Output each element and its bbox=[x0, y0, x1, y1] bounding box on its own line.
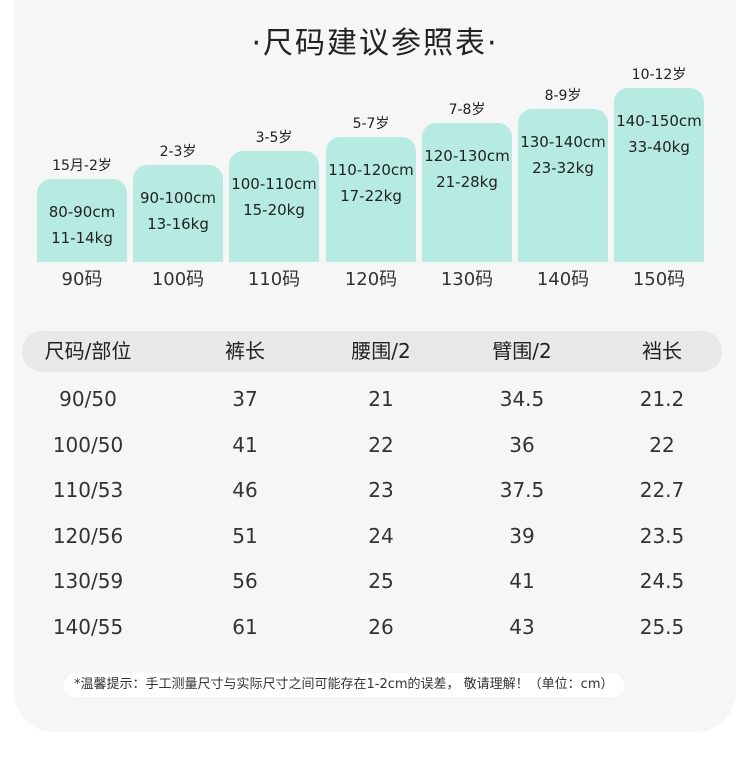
table-cell: 34.5 bbox=[499, 387, 545, 411]
size-bar-height: 100-110cm bbox=[231, 175, 317, 193]
table-row: 130/59 56 25 41 24.5 bbox=[0, 561, 750, 601]
table-cell: 36 bbox=[509, 432, 535, 457]
size-bar-age: 10-12岁 bbox=[631, 67, 687, 83]
size-code-label: 100码 bbox=[151, 269, 205, 290]
size-bar-height: 80-90cm bbox=[48, 203, 116, 221]
size-bar: 140-150cm 33-40kg bbox=[614, 88, 704, 262]
size-bar-height: 90-100cm bbox=[140, 189, 216, 207]
size-bar-height: 120-130cm bbox=[424, 147, 510, 165]
table-cell: 25.5 bbox=[639, 614, 685, 639]
size-bar: 100-110cm 15-20kg bbox=[229, 151, 319, 262]
table-cell: 25 bbox=[368, 569, 394, 593]
table-cell: 21.2 bbox=[639, 387, 685, 411]
size-code-label: 150码 bbox=[632, 269, 686, 290]
table-cell: 43 bbox=[509, 614, 535, 639]
table-header-cell: 裆长 bbox=[642, 339, 682, 363]
table-cell: 24.5 bbox=[639, 569, 685, 593]
size-bar-weight: 33-40kg bbox=[628, 138, 690, 156]
table-cell: 90/50 bbox=[59, 387, 117, 411]
table-cell: 41 bbox=[509, 569, 535, 593]
size-bar-height: 140-150cm bbox=[616, 112, 702, 130]
size-bar-age: 5-7岁 bbox=[352, 116, 390, 132]
size-bar-age: 15月-2岁 bbox=[52, 158, 112, 174]
size-bar-weight: 23-32kg bbox=[532, 159, 594, 177]
size-bar-height: 130-140cm bbox=[520, 133, 606, 151]
table-cell: 100/50 bbox=[52, 432, 124, 457]
size-bar-age: 3-5岁 bbox=[255, 130, 293, 146]
table-cell: 37.5 bbox=[499, 478, 545, 502]
table-header: 尺码/部位 裤长 腰围/2 臂围/2 裆长 bbox=[22, 331, 722, 372]
table-row: 90/50 37 21 34.5 21.2 bbox=[0, 379, 750, 419]
size-bar: 120-130cm 21-28kg bbox=[422, 123, 512, 262]
size-code-label: 110码 bbox=[247, 269, 301, 290]
table-cell: 26 bbox=[368, 614, 394, 639]
table-cell: 22.7 bbox=[639, 478, 685, 502]
table-row: 110/53 46 23 37.5 22.7 bbox=[0, 470, 750, 510]
table-cell: 37 bbox=[232, 387, 258, 411]
table-cell: 39 bbox=[509, 523, 535, 548]
size-bar-height: 110-120cm bbox=[328, 161, 414, 179]
table-cell: 130/59 bbox=[52, 569, 124, 593]
size-code-label: 130码 bbox=[440, 269, 494, 290]
size-bar-weight: 21-28kg bbox=[436, 173, 498, 191]
table-row: 100/50 41 22 36 22 bbox=[0, 425, 750, 465]
size-bar: 110-120cm 17-22kg bbox=[326, 137, 416, 262]
table-cell: 61 bbox=[232, 614, 258, 639]
size-bar: 130-140cm 23-32kg bbox=[518, 109, 608, 262]
table-cell: 120/56 bbox=[52, 523, 124, 548]
size-bar-weight: 13-16kg bbox=[147, 215, 209, 233]
size-bar-weight: 17-22kg bbox=[340, 187, 402, 205]
table-cell: 41 bbox=[232, 432, 258, 457]
table-cell: 24 bbox=[368, 523, 394, 548]
table-header-cell: 裤长 bbox=[225, 339, 265, 363]
table-header-cell: 尺码/部位 bbox=[44, 339, 132, 363]
size-bar-weight: 11-14kg bbox=[51, 229, 113, 247]
size-bar-age: 8-9岁 bbox=[544, 88, 582, 104]
table-row: 140/55 61 26 43 25.5 bbox=[0, 607, 750, 647]
table-row: 120/56 51 24 39 23.5 bbox=[0, 516, 750, 556]
size-bar-age: 7-8岁 bbox=[448, 102, 486, 118]
size-code-label: 120码 bbox=[344, 269, 398, 290]
table-cell: 110/53 bbox=[52, 478, 124, 502]
table-header-cell: 臂围/2 bbox=[492, 339, 552, 363]
size-bar-weight: 15-20kg bbox=[243, 201, 305, 219]
table-header-cell: 腰围/2 bbox=[351, 339, 411, 363]
size-bar: 90-100cm 13-16kg bbox=[133, 165, 223, 262]
page-title: ·尺码建议参照表· bbox=[251, 26, 499, 61]
table-cell: 23 bbox=[368, 478, 394, 502]
size-chart: 80-90cm 11-14kg 15月-2岁 90码 90-100cm 13-16kg 2-… bbox=[0, 0, 750, 300]
table-cell: 22 bbox=[649, 432, 675, 457]
table-cell: 22 bbox=[368, 432, 394, 457]
table-cell: 140/55 bbox=[52, 614, 124, 639]
size-bar-age: 2-3岁 bbox=[159, 144, 197, 160]
size-code-label: 90码 bbox=[61, 269, 103, 290]
table-cell: 23.5 bbox=[639, 523, 685, 548]
measurement-note: *温馨提示：手工测量尺寸与实际尺寸之间可能存在1-2cm的误差， 敬请理解！（单… bbox=[64, 673, 624, 697]
table-cell: 51 bbox=[232, 523, 258, 548]
table-cell: 56 bbox=[232, 569, 258, 593]
table-cell: 21 bbox=[368, 387, 394, 411]
size-code-label: 140码 bbox=[536, 269, 590, 290]
table-cell: 46 bbox=[232, 478, 258, 502]
size-bar: 80-90cm 11-14kg bbox=[37, 179, 127, 262]
